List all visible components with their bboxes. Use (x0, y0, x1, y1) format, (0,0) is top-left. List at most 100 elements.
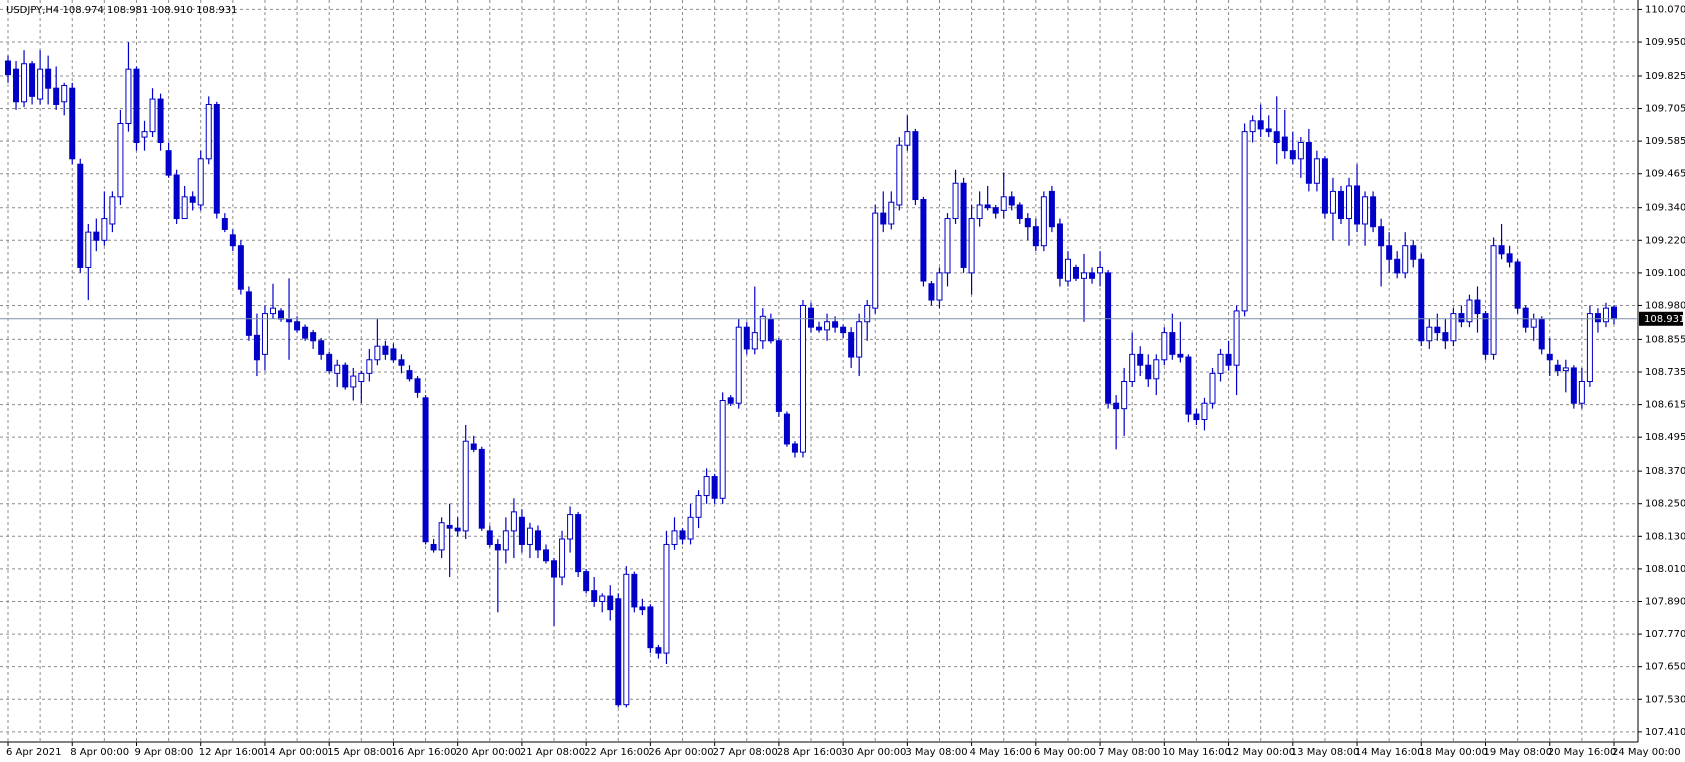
candle-body (1506, 253, 1513, 263)
candle-body (1137, 353, 1144, 366)
candle-body (575, 514, 582, 573)
x-tick-label: 15 Apr 08:00 (327, 747, 392, 758)
candle-body (398, 359, 405, 366)
candle-body (422, 397, 429, 543)
candle-body (583, 571, 590, 592)
candle-body (960, 182, 967, 268)
candle-body (832, 321, 839, 328)
candle-body (350, 375, 357, 388)
candle-body (470, 443, 477, 450)
candle-body (173, 174, 180, 220)
candle-body (1265, 128, 1272, 133)
candle-body (278, 310, 285, 320)
x-tick-label: 14 May 16:00 (1355, 747, 1424, 758)
candle-body (462, 440, 469, 532)
candle-body (872, 212, 879, 309)
y-tick-label: 109.950 (1645, 37, 1685, 48)
candle-body (406, 370, 413, 380)
candle-body (366, 359, 373, 374)
candle-body (647, 606, 654, 649)
candle-body (1089, 272, 1096, 279)
candle-body (687, 516, 694, 540)
candle-body (1193, 413, 1200, 421)
candle-body (968, 218, 975, 274)
current-price-box (1639, 311, 1683, 326)
candle-body (599, 595, 606, 602)
candle-body (615, 598, 622, 706)
candle-body (543, 549, 550, 562)
candle-body (5, 60, 11, 76)
candle-body (1048, 190, 1055, 228)
y-tick-label: 109.100 (1645, 268, 1685, 279)
candle-body (1217, 353, 1224, 374)
candle-body (438, 522, 445, 551)
x-tick-label: 12 Apr 16:00 (199, 747, 264, 758)
x-tick-label: 16 Apr 16:00 (391, 747, 456, 758)
candle-body (53, 87, 60, 105)
y-tick-label: 110.070 (1645, 4, 1685, 15)
x-tick-label: 21 Apr 08:00 (520, 747, 585, 758)
candle-body (77, 163, 84, 268)
candle-body (783, 413, 790, 445)
candle-body (253, 334, 260, 361)
candle-body (767, 318, 774, 342)
candle-body (414, 378, 421, 393)
x-tick-label: 19 May 08:00 (1484, 747, 1553, 758)
candle-body (976, 204, 983, 220)
x-tick-label: 4 May 16:00 (970, 747, 1032, 758)
candle-body (85, 231, 92, 268)
candle-body (446, 524, 453, 529)
candle-body (735, 326, 742, 404)
candle-body (269, 307, 276, 315)
candle-body (743, 326, 750, 350)
candle-body (45, 68, 52, 89)
candle-body (1105, 272, 1112, 404)
y-tick-label: 108.250 (1645, 499, 1685, 510)
candle-body (1121, 381, 1128, 410)
candle-body (1418, 258, 1425, 342)
candle-body (1233, 310, 1240, 366)
candle-body (518, 516, 525, 545)
candle-body (1040, 196, 1047, 247)
x-tick-label: 22 Apr 16:00 (584, 747, 649, 758)
candle-body (334, 364, 341, 374)
candle-body (591, 590, 598, 602)
candle-body (703, 476, 710, 497)
x-tick-label: 20 May 16:00 (1548, 747, 1617, 758)
candle-body (551, 560, 558, 578)
candle-body (1072, 266, 1079, 279)
candle-body (1337, 190, 1344, 220)
candle-body (775, 340, 782, 412)
candle-body (326, 353, 333, 372)
candle-body (1450, 313, 1457, 342)
candle-body (125, 68, 132, 124)
candle-body (1482, 313, 1489, 355)
candle-body (944, 218, 951, 274)
x-tick-label: 12 May 00:00 (1227, 747, 1296, 758)
candle-body (1016, 204, 1023, 220)
labels-layer: 110.070 109.950 109.825 109.705 109.585 109.4… (0, 4, 1685, 758)
candle-body (631, 573, 638, 608)
candle-body (1209, 372, 1216, 404)
candle-body (1064, 258, 1071, 282)
y-tick-label: 107.410 (1645, 727, 1685, 738)
candle-body (502, 530, 509, 551)
candle-body (1578, 381, 1585, 404)
candle-body (1161, 332, 1168, 361)
candle-body (21, 63, 28, 103)
candle-body (1434, 326, 1441, 334)
y-tick-label: 109.220 (1645, 235, 1685, 246)
candle-body (1546, 353, 1553, 361)
candle-body (1281, 136, 1288, 152)
candle-body (912, 131, 919, 201)
x-tick-label: 14 Apr 00:00 (263, 747, 328, 758)
x-tick-label: 20 Apr 00:00 (456, 747, 521, 758)
candle-body (1554, 364, 1561, 372)
x-tick-label: 30 Apr 00:00 (841, 747, 906, 758)
candle-body (1474, 299, 1481, 315)
candle-body (1241, 131, 1248, 312)
candle-body (1490, 245, 1497, 355)
candle-body (952, 182, 959, 220)
x-tick-label: 28 Apr 16:00 (777, 747, 842, 758)
x-tick-label: 3 May 08:00 (905, 747, 967, 758)
